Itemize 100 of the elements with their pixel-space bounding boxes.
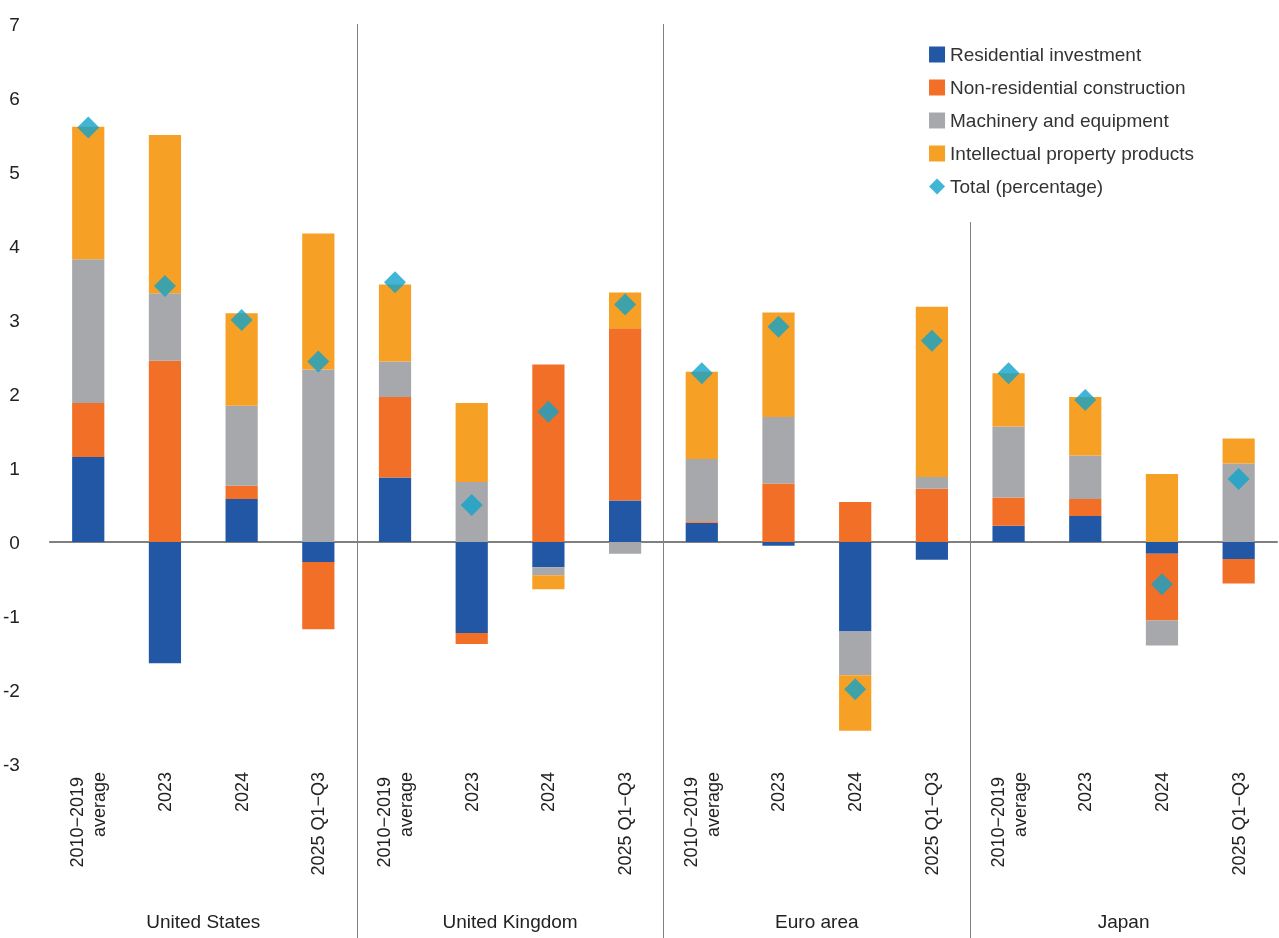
point — [537, 400, 560, 423]
bar — [608, 500, 642, 542]
bar — [915, 488, 948, 542]
bar — [762, 542, 795, 546]
bar — [225, 313, 258, 406]
text: United Kingdom — [442, 911, 578, 932]
bar — [762, 483, 795, 542]
bar — [532, 567, 565, 576]
bar — [302, 542, 335, 562]
bar — [532, 542, 565, 568]
bar — [148, 293, 182, 361]
bar — [72, 402, 105, 457]
y-tick-label: 7 — [9, 13, 20, 35]
text: Japan — [1097, 911, 1150, 932]
text: Euro area — [775, 911, 859, 932]
bar — [1145, 620, 1179, 646]
bar — [839, 542, 872, 632]
legend-label: Residential investment — [950, 44, 1142, 65]
bar — [72, 126, 105, 260]
bar — [915, 476, 948, 489]
bar — [839, 502, 872, 542]
bar — [1222, 542, 1255, 560]
bar — [455, 402, 488, 483]
y-tick-label: -2 — [2, 679, 20, 701]
y-tick-label: 3 — [9, 309, 20, 331]
bar — [148, 135, 182, 294]
bar — [148, 542, 182, 664]
x-tick-label: 2025 Q1−Q3 — [615, 772, 636, 876]
y-tick-label: 6 — [9, 87, 20, 109]
bar — [685, 522, 718, 542]
bar — [685, 371, 718, 460]
y-tick-label: -1 — [2, 605, 20, 627]
point — [307, 350, 330, 373]
x-tick-label: 2025 Q1−Q3 — [921, 772, 942, 876]
bar — [915, 306, 948, 477]
bar — [1069, 516, 1102, 542]
bar — [378, 477, 412, 542]
point — [384, 271, 407, 294]
bar — [455, 542, 488, 634]
bar — [762, 416, 795, 484]
x-tick-label: 2010−2019 average — [374, 772, 417, 868]
bar — [1069, 455, 1102, 500]
bar — [1222, 559, 1255, 584]
x-tick-label: 2023 — [768, 772, 789, 813]
bar — [148, 360, 182, 542]
bar — [225, 499, 258, 542]
bar — [1222, 463, 1255, 542]
bar — [1145, 473, 1179, 542]
x-tick-label: 2024 — [1151, 772, 1172, 813]
x-tick-label: 2023 — [461, 772, 482, 813]
bar — [608, 328, 642, 501]
bar — [302, 561, 335, 630]
x-tick-label: 2010−2019 average — [987, 772, 1030, 868]
bar — [455, 633, 488, 645]
x-tick-label: 2023 — [1075, 772, 1096, 813]
point — [1074, 388, 1097, 411]
y-tick-label: 1 — [9, 457, 20, 479]
bar — [532, 575, 565, 590]
bar — [915, 542, 948, 560]
y-tick-label: 0 — [9, 531, 20, 553]
y-tick-label: 2 — [9, 383, 20, 405]
point — [77, 116, 100, 139]
point — [997, 362, 1020, 385]
x-tick-label: 2024 — [845, 772, 866, 813]
x-tick-label: 2024 — [538, 772, 559, 813]
bar — [302, 233, 335, 370]
bar — [1145, 542, 1179, 554]
point — [230, 309, 253, 331]
bar — [992, 525, 1025, 542]
point — [690, 362, 713, 385]
bar — [992, 497, 1025, 526]
bar — [608, 542, 642, 554]
legend-label: Total (percentage) — [950, 176, 1104, 197]
bar — [992, 426, 1025, 498]
x-tick-label: 2025 Q1−Q3 — [1228, 772, 1249, 876]
y-tick-label: 4 — [9, 235, 21, 257]
point — [920, 329, 943, 352]
bar — [225, 485, 258, 500]
point — [153, 274, 176, 297]
bar — [532, 364, 565, 542]
bar — [72, 456, 105, 542]
bar — [302, 369, 335, 542]
bar — [1222, 438, 1255, 464]
bar — [378, 396, 412, 478]
text: United States — [146, 911, 261, 932]
bar — [378, 284, 412, 362]
x-tick-label: 2023 — [154, 772, 175, 813]
y-tick-label: 5 — [9, 161, 20, 183]
x-tick-label: 2025 Q1−Q3 — [308, 772, 329, 876]
bar — [1069, 499, 1102, 517]
x-tick-label: 2010−2019 average — [67, 772, 110, 868]
point — [767, 315, 790, 338]
legend-label: Intellectual property products — [950, 143, 1194, 164]
point — [1227, 468, 1250, 491]
bar — [685, 459, 718, 522]
bar — [225, 405, 258, 486]
point — [844, 678, 867, 701]
bar — [72, 259, 105, 403]
legend-label: Machinery and equipment — [950, 110, 1170, 131]
y-tick-label: -3 — [2, 753, 20, 775]
